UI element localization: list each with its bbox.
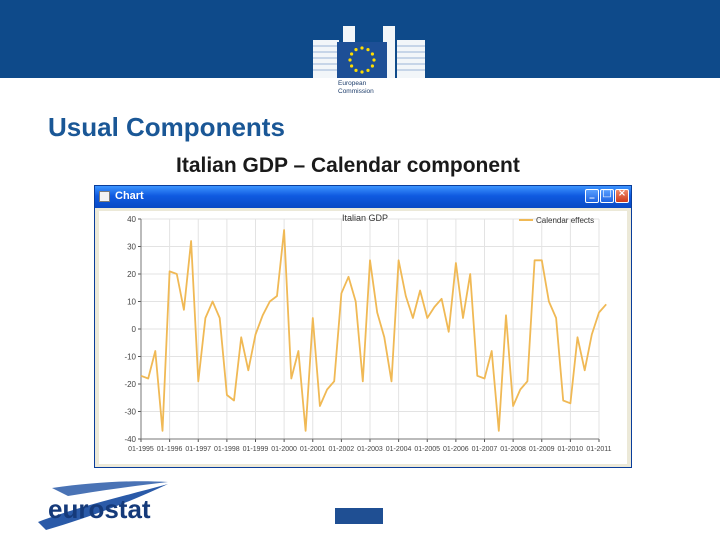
caption-line-2: Commission [338,88,374,95]
eurostat-swoosh-icon: eurostat [38,481,168,530]
footer-bar [335,508,383,524]
x-tick-label: 01-2010 [558,446,584,453]
window-title: Chart [115,190,144,202]
x-tick-label: 01-1997 [185,446,211,453]
flag-star [366,48,370,52]
chart-window: Chart _ □ × -40 -30 -20 -10 0 10 20 30 40 01-199… [94,185,632,468]
flag-star [372,58,376,62]
x-tick-label: 01-2008 [500,446,526,453]
flag-star [354,68,358,72]
flag-star [360,70,364,74]
commission-logo [309,18,429,102]
x-tick-label: 01-2009 [529,446,555,453]
slide-title: Usual Components [48,112,285,142]
x-tick-label: 01-2005 [414,446,440,453]
y-tick-label: -40 [124,435,136,444]
commission-caption: European Commission [338,80,398,96]
x-tick-label: 01-2007 [472,446,498,453]
flag-star [348,58,352,62]
flag-star [360,46,364,50]
minimize-button[interactable]: _ [585,188,599,203]
minimize-icon: _ [589,188,595,199]
x-tick-label: 01-1998 [214,446,240,453]
window-app-icon [99,191,110,202]
slide-subtitle: Italian GDP – Calendar component [176,154,520,177]
legend-label: Calendar effects [536,216,594,225]
x-tick-label: 01-2011 [586,446,611,453]
y-tick-label: -20 [124,380,136,389]
y-tick-label: 40 [127,215,136,224]
x-tick-label: 01-1995 [128,446,154,453]
y-tick-label: 0 [132,325,137,334]
x-tick-label: 01-1999 [243,446,269,453]
y-tick-label: 10 [127,298,136,307]
flag-star [354,48,358,52]
maximize-button[interactable]: □ [600,188,614,203]
x-tick-label: 01-1996 [157,446,183,453]
close-icon: × [617,188,627,199]
caption-line-1: European [338,80,367,87]
x-tick-label: 01-2001 [300,446,326,453]
chart-plot-area: -40 -30 -20 -10 0 10 20 30 40 01-1995 01-1996 01-1… [99,211,627,464]
chart-title: Italian GDP [342,213,388,223]
flag-star [366,68,370,72]
flag-star [350,52,354,56]
window-titlebar[interactable]: Chart _ □ × [95,186,631,208]
maximize-icon: □ [602,188,612,199]
series-line-calendar-effects [140,229,607,432]
y-tick-label: 30 [127,243,136,252]
x-tick-label: 01-2002 [329,446,355,453]
close-button[interactable]: × [615,188,629,203]
x-tick-label: 01-2000 [271,446,297,453]
y-tick-label: -30 [124,408,136,417]
x-tick-label: 01-2004 [386,446,412,453]
flag-star [370,64,374,68]
eurostat-logo: eurostat [34,478,174,534]
flag-star [370,52,374,56]
x-tick-label: 01-2003 [357,446,383,453]
y-tick-label: -10 [124,353,136,362]
commission-building-icon [313,26,425,80]
flag-star [350,64,354,68]
y-tick-label: 20 [127,270,136,279]
x-tick-label: 01-2006 [443,446,469,453]
eurostat-logo-text: eurostat [48,494,151,524]
